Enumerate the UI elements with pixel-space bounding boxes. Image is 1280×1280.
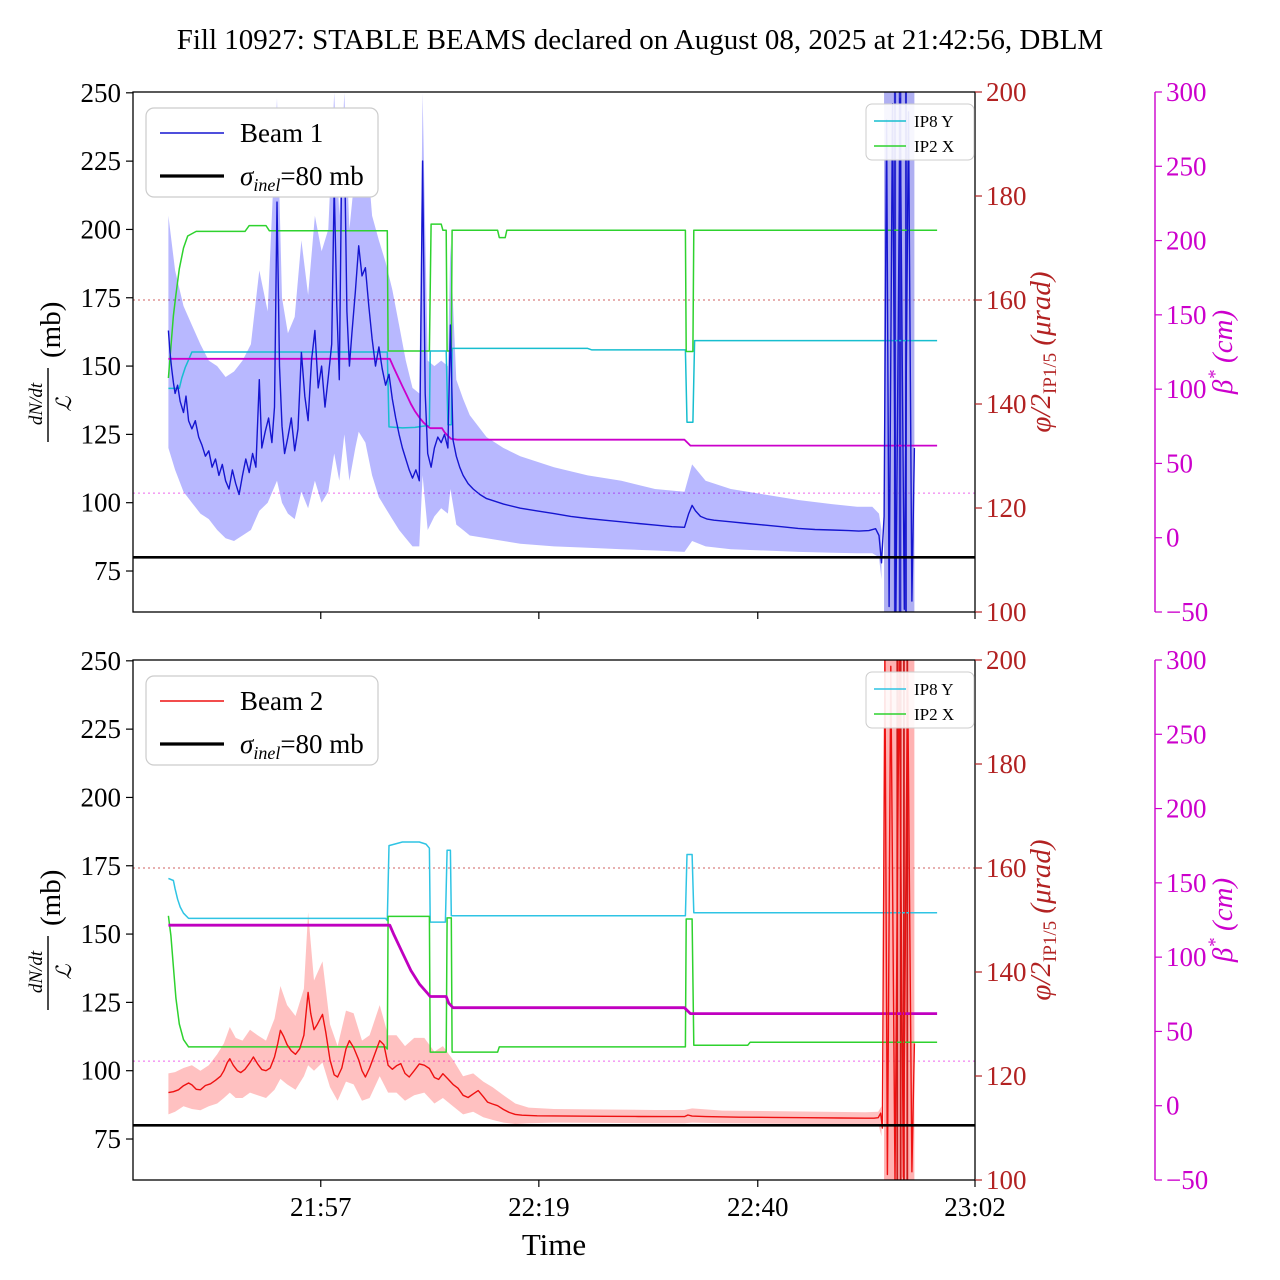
y-tick-label-urad: 120	[986, 493, 1027, 523]
y-tick-label-cm: 250	[1166, 151, 1207, 181]
y-tick-label-cm: 50	[1166, 448, 1193, 478]
cm-label-text: β* (cm)	[1205, 310, 1239, 395]
beam2-beta-star-line	[168, 923, 938, 1015]
mb-label-denominator: ℒ	[52, 396, 76, 412]
legend-ip-label: IP8 Y	[914, 112, 954, 131]
y-tick-label-cm: 150	[1166, 868, 1207, 898]
legend-ip-label: IP2 X	[914, 137, 954, 156]
axes-box	[132, 659, 976, 1181]
y-tick-label-urad: 160	[986, 853, 1027, 883]
y-tick-label-cm: 200	[1166, 226, 1207, 256]
y-tick-label-mb: 75	[94, 556, 121, 586]
y-tick-label-urad: 140	[986, 957, 1027, 987]
chart-title: Fill 10927: STABLE BEAMS declared on Aug…	[176, 24, 1104, 56]
plot-area	[133, 660, 975, 1180]
mb-label-numerator: dN/dt	[26, 950, 47, 993]
y-tick-label-urad: 160	[986, 285, 1027, 315]
urad-label-text: φ/2IP1/5 (μrad)	[1025, 839, 1061, 1000]
mb-label-numerator: dN/dt	[26, 382, 47, 425]
y-tick-label-cm: 100	[1166, 942, 1207, 972]
y-tick-label-mb: 175	[81, 283, 122, 313]
y-tick-label-urad: 100	[986, 597, 1027, 627]
y-tick-label-urad: 120	[986, 1061, 1027, 1091]
beam1-error-band	[168, 92, 882, 580]
legend-label-beam: Beam 1	[240, 118, 323, 148]
y-tick-label-cm: 250	[1166, 719, 1207, 749]
plot-beam1: 75 100 125 150 175 200 225 250 100 120 140 160 180 20…	[26, 77, 1239, 627]
plot-area	[133, 92, 975, 612]
mb-label-denominator: ℒ	[52, 964, 76, 980]
beam1-beam1-mean-line	[167, 97, 916, 612]
y-tick-label-mb: 250	[81, 646, 122, 676]
y-tick-label-mb: 150	[81, 919, 122, 949]
y-tick-label-cm: −50	[1166, 597, 1208, 627]
x-tick-label: 21:57	[290, 1192, 352, 1222]
x-tick-label: 22:40	[727, 1192, 789, 1222]
y-tick-label-urad: 100	[986, 1165, 1027, 1195]
beam2-ip2x-line	[167, 915, 938, 1053]
beam1-beta-star-line	[168, 357, 938, 447]
legend-ip-label: IP2 X	[914, 705, 954, 724]
y-axis-label-cm: β* (cm)	[1205, 310, 1239, 395]
y-tick-label-cm: −50	[1166, 1165, 1208, 1195]
y-tick-label-mb: 200	[81, 782, 122, 812]
beam1-ip2x-line	[167, 223, 938, 379]
y-axis-label-mb: dN/dt ℒ (mb)	[26, 870, 76, 1010]
y-tick-label-mb: 75	[94, 1124, 121, 1154]
y-tick-label-mb: 150	[81, 351, 122, 381]
y-tick-label-urad: 140	[986, 389, 1027, 419]
x-axis-title: Time	[522, 1227, 586, 1262]
y-tick-label-cm: 300	[1166, 645, 1207, 675]
beam2-error-band	[168, 912, 882, 1137]
y-tick-label-mb: 100	[81, 1056, 122, 1086]
axes-box	[132, 91, 976, 613]
y-tick-label-mb: 225	[81, 146, 122, 176]
cm-label-text: β* (cm)	[1205, 878, 1239, 963]
legend-label-beam: Beam 2	[240, 686, 323, 716]
y-axis-label-urad: φ/2IP1/5 (μrad)	[1025, 839, 1061, 1000]
y-tick-label-urad: 180	[986, 749, 1027, 779]
beam2-beam2-mean-line	[168, 660, 916, 1180]
y-tick-label-mb: 125	[81, 987, 122, 1017]
y-tick-label-cm: 0	[1166, 1091, 1180, 1121]
y-tick-label-cm: 100	[1166, 374, 1207, 404]
y-tick-label-mb: 250	[81, 78, 122, 108]
y-tick-label-urad: 200	[986, 645, 1027, 675]
urad-label-text: φ/2IP1/5 (μrad)	[1025, 271, 1061, 432]
y-tick-label-urad: 180	[986, 181, 1027, 211]
y-tick-label-mb: 175	[81, 851, 122, 881]
x-tick-label: 23:02	[944, 1192, 1006, 1222]
y-axis-label-cm: β* (cm)	[1205, 878, 1239, 963]
y-tick-label-urad: 200	[986, 77, 1027, 107]
beam2-ip8y-line	[168, 841, 938, 923]
y-tick-label-cm: 200	[1166, 794, 1207, 824]
mb-label-unit: (mb)	[35, 302, 67, 358]
y-axis-label-mb: dN/dt ℒ (mb)	[26, 302, 76, 442]
x-tick-label: 22:19	[508, 1192, 570, 1222]
y-axis-label-urad: φ/2IP1/5 (μrad)	[1025, 271, 1061, 432]
y-tick-label-mb: 225	[81, 714, 122, 744]
y-tick-label-cm: 300	[1166, 77, 1207, 107]
beam1-ip8y-line	[168, 339, 938, 429]
y-tick-label-cm: 50	[1166, 1016, 1193, 1046]
y-tick-label-mb: 100	[81, 488, 122, 518]
y-tick-label-mb: 200	[81, 214, 122, 244]
y-tick-label-cm: 0	[1166, 523, 1180, 553]
y-tick-label-cm: 150	[1166, 300, 1207, 330]
plot-beam2: 75 100 125 150 175 200 225 250 100 120 140 160 180 20…	[26, 645, 1239, 1222]
legend-label-sigma: σinel=80 mb	[240, 729, 364, 763]
legend-ip-label: IP8 Y	[914, 680, 954, 699]
legend-label-sigma: σinel=80 mb	[240, 161, 364, 195]
mb-label-unit: (mb)	[35, 870, 67, 926]
y-tick-label-mb: 125	[81, 419, 122, 449]
